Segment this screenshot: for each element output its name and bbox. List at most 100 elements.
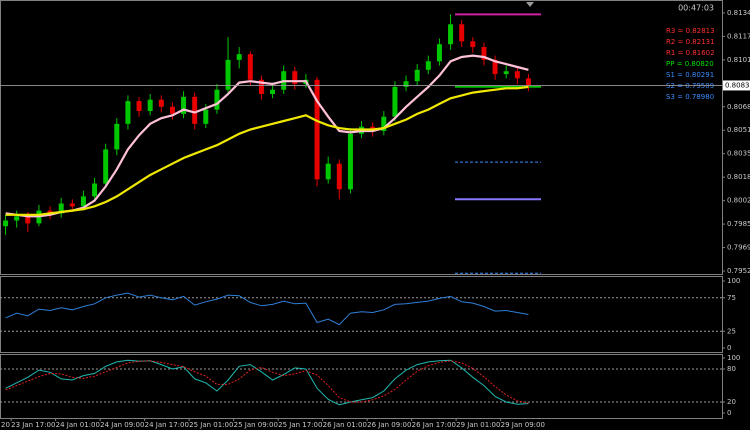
plot-area bbox=[0, 292, 722, 332]
y-tick-label: 100 bbox=[727, 354, 740, 362]
y-tick-label: 0 bbox=[727, 344, 731, 352]
y-tick-label: 20 bbox=[727, 398, 736, 406]
candle-body bbox=[470, 41, 476, 48]
plot-area bbox=[3, 13, 541, 274]
candle-body bbox=[436, 44, 442, 62]
x-tick-label: 23 Jan 17:00 bbox=[11, 421, 55, 429]
candle-body bbox=[314, 79, 320, 180]
x-tick-label: 20 bbox=[1, 421, 10, 429]
candle-body bbox=[425, 61, 431, 70]
candle-body bbox=[147, 99, 153, 112]
indicator-line bbox=[5, 292, 529, 326]
candle-body bbox=[14, 216, 20, 221]
candle-body bbox=[203, 109, 209, 124]
x-tick-label: 24 Jan 09:00 bbox=[100, 421, 144, 429]
plot-area bbox=[0, 359, 722, 406]
price-box bbox=[723, 80, 750, 91]
candle-body bbox=[459, 24, 465, 42]
x-tick-label: 25 Jan 09:00 bbox=[234, 421, 278, 429]
candle-body bbox=[381, 116, 387, 131]
candle-body bbox=[325, 163, 331, 180]
pivot-label: PP = 0.80820 bbox=[666, 60, 714, 68]
candle-body bbox=[270, 89, 276, 94]
x-tick-label: 26 Jan 17:00 bbox=[412, 421, 456, 429]
candle-body bbox=[58, 203, 64, 214]
candle-body bbox=[414, 69, 420, 82]
pivot-label: R1 = 0.81602 bbox=[666, 49, 715, 57]
y-tick-label: 100 bbox=[727, 277, 740, 285]
rsi-panel bbox=[0, 276, 723, 353]
indicator-line bbox=[5, 359, 529, 406]
candle-body bbox=[225, 59, 231, 90]
indicator-line bbox=[5, 360, 529, 404]
candle-body bbox=[47, 210, 53, 214]
candle-body bbox=[503, 71, 509, 75]
candle-body bbox=[247, 54, 253, 80]
candle-body bbox=[292, 71, 298, 85]
x-tick-label: 25 Jan 17:00 bbox=[278, 421, 322, 429]
y-tick-label: 0.79525 bbox=[727, 267, 750, 275]
x-tick-label: 29 Jan 09:00 bbox=[501, 421, 545, 429]
candle-body bbox=[392, 86, 398, 117]
candle-body bbox=[492, 59, 498, 75]
candle-body bbox=[525, 78, 531, 86]
clock: 00:47:03 bbox=[678, 4, 714, 13]
pivot-label: S1 = 0.80291 bbox=[666, 71, 714, 79]
candle-body bbox=[192, 96, 198, 124]
candle-body bbox=[236, 54, 242, 60]
candle-body bbox=[114, 123, 120, 150]
y-tick-label: 0.80515 bbox=[727, 126, 750, 134]
y-tick-label: 0.81175 bbox=[727, 32, 750, 40]
candle-body bbox=[181, 96, 187, 114]
indicator-line bbox=[5, 54, 529, 218]
x-tick-label: 26 Jan 01:00 bbox=[323, 421, 367, 429]
candle-body bbox=[25, 216, 31, 224]
y-tick-label: 75 bbox=[727, 294, 736, 302]
shift-marker bbox=[526, 2, 534, 7]
pivot-label: R2 = 0.82131 bbox=[666, 38, 715, 46]
candle-body bbox=[125, 101, 131, 124]
candle-body bbox=[336, 163, 342, 190]
main-panel bbox=[0, 0, 723, 275]
pivot-label: S3 = 0.78980 bbox=[666, 93, 714, 101]
candle-body bbox=[69, 203, 75, 207]
stoch-panel bbox=[0, 354, 723, 419]
candle-body bbox=[136, 101, 142, 112]
pivot-label: S2 = 0.79509 bbox=[666, 82, 714, 90]
candle-body bbox=[92, 183, 98, 197]
x-tick-label: 24 Jan 17:00 bbox=[145, 421, 189, 429]
y-tick-label: 25 bbox=[727, 327, 736, 335]
candle-body bbox=[214, 89, 220, 110]
x-tick-label: 29 Jan 01:00 bbox=[456, 421, 500, 429]
candle-body bbox=[514, 71, 520, 79]
candle-body bbox=[169, 106, 175, 114]
candle-body bbox=[258, 79, 264, 94]
y-tick-label: 0.80185 bbox=[727, 173, 750, 181]
candle-body bbox=[448, 24, 454, 45]
indicator-line bbox=[5, 85, 529, 216]
candle-body bbox=[158, 99, 164, 107]
y-tick-label: 80 bbox=[727, 365, 736, 373]
candle-body bbox=[80, 196, 86, 207]
x-tick-label: 25 Jan 01:00 bbox=[189, 421, 233, 429]
x-tick-label: 26 Jan 09:00 bbox=[367, 421, 411, 429]
candle-body bbox=[403, 81, 409, 87]
candle-body bbox=[103, 149, 109, 184]
pivot-label: R3 = 0.82813 bbox=[666, 27, 715, 35]
price-box-label: 0.80830 bbox=[725, 81, 750, 89]
candle-body bbox=[347, 133, 353, 190]
y-tick-label: 0.79855 bbox=[727, 220, 750, 228]
y-tick-label: 0 bbox=[727, 409, 731, 417]
candle-body bbox=[481, 47, 487, 60]
candle-body bbox=[3, 220, 9, 227]
x-tick-label: 24 Jan 01:00 bbox=[56, 421, 100, 429]
